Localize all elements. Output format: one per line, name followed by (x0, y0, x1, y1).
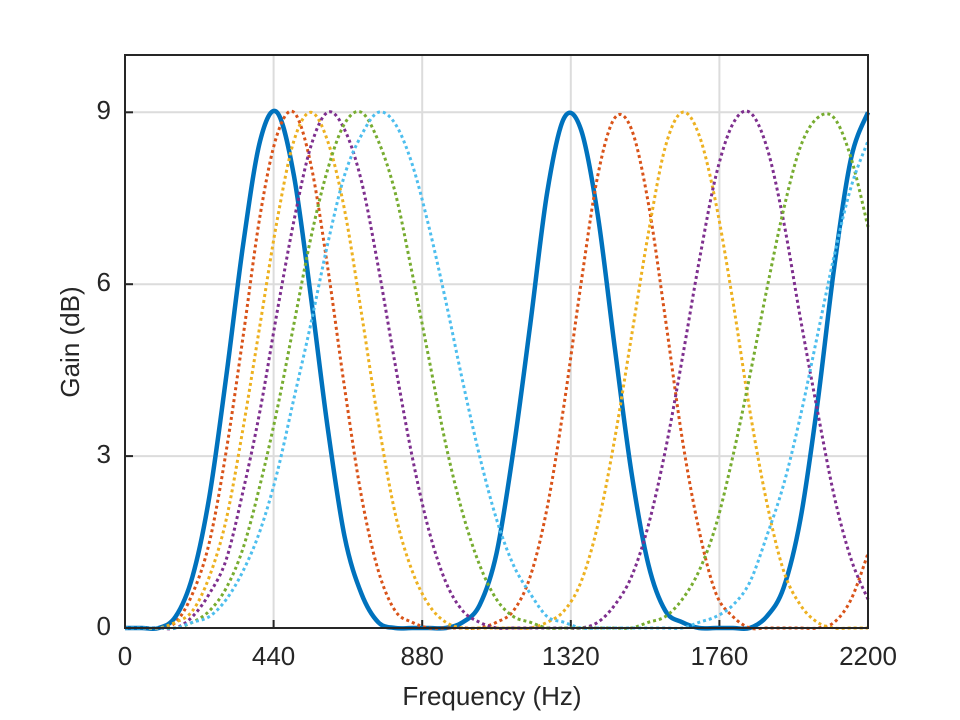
series-line (125, 110, 870, 630)
axes-box (124, 54, 869, 629)
series-line (125, 110, 870, 630)
x-tick-label: 880 (401, 641, 444, 671)
series-line (125, 109, 870, 631)
x-tick-label: 1760 (690, 641, 748, 671)
y-tick-label: 9 (97, 95, 111, 125)
x-tick-label: 440 (252, 641, 295, 671)
y-tick-label: 3 (97, 439, 111, 469)
x-tick-label: 2200 (839, 641, 897, 671)
series-line (125, 109, 870, 631)
x-tick-label: 1320 (542, 641, 600, 671)
y-tick-label: 6 (97, 267, 111, 297)
x-axis-label: Frequency (Hz) (402, 681, 581, 711)
y-axis-label: Gain (dB) (55, 286, 85, 397)
y-tick-label: 0 (97, 611, 111, 641)
series-line (125, 108, 871, 632)
x-tick-label: 0 (118, 641, 132, 671)
